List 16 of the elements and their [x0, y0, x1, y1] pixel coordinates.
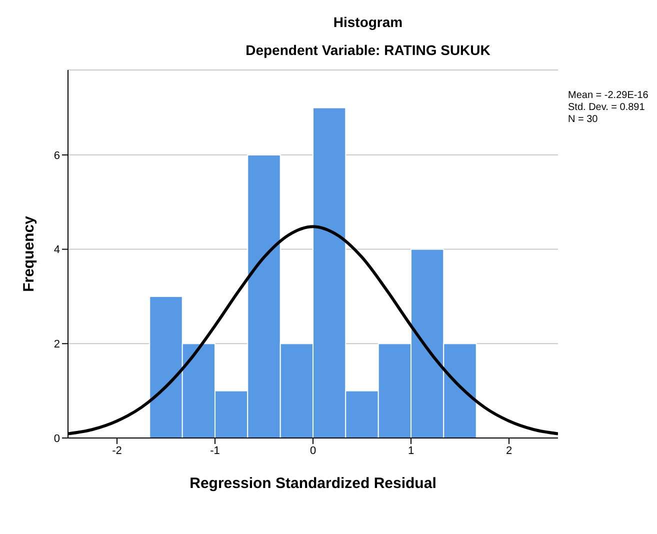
x-tick-label: -1 — [210, 444, 220, 457]
y-tick-label: 6 — [54, 150, 60, 162]
x-tick-label: -2 — [112, 444, 122, 457]
y-tick-label: 2 — [54, 338, 60, 351]
y-axis-title: Frequency — [20, 215, 38, 292]
chart-title: Histogram — [332, 14, 404, 30]
y-tick-label: 0 — [54, 432, 60, 445]
chart-subtitle: Dependent Variable: RATING SUKUK — [244, 42, 492, 58]
text: Std. Dev. = 0.891 — [568, 102, 646, 114]
text: Mean = -2.29E-16 — [568, 90, 648, 102]
x-tick-label: 2 — [506, 444, 512, 457]
text: N = 30 — [568, 114, 599, 126]
y-tick-label: 4 — [54, 244, 60, 256]
x-axis-title: Regression Standardized Residual — [190, 475, 436, 492]
x-tick-label: 1 — [408, 444, 414, 457]
x-tick-label: 0 — [310, 444, 316, 457]
